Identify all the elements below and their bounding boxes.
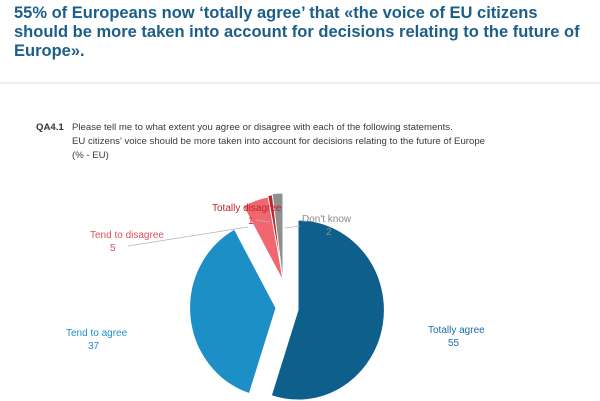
question-text: Please tell me to what extent you agree … (72, 122, 453, 133)
leader-line-don-t-know (284, 225, 301, 229)
slice-value-totally-disagree: 1 (248, 216, 254, 227)
leader-line-tend-to-disagree (127, 226, 249, 247)
question-block: QA4.1 Please tell me to what extent you a… (36, 121, 576, 163)
pie-slice-tend-to-agree (189, 228, 277, 395)
headline: 55% of Europeans now ‘totally agree’ tha… (14, 4, 580, 60)
slice-value-tend-to-disagree: 5 (110, 243, 116, 254)
slice-label-totally-disagree: Totally disagree (212, 203, 282, 214)
slice-label-don-t-know: Don't know (302, 214, 352, 225)
divider (0, 82, 600, 84)
slice-label-tend-to-disagree: Tend to disagree (90, 230, 164, 241)
question-code: QA4.1 (36, 122, 64, 133)
slice-value-totally-agree: 55 (448, 338, 460, 349)
slice-value-don-t-know: 2 (326, 227, 332, 238)
slice-label-totally-agree: Totally agree (428, 325, 485, 336)
pie-slice-totally-agree (270, 219, 385, 401)
slice-value-tend-to-agree: 37 (88, 341, 100, 352)
leader-line-totally-disagree (255, 219, 271, 223)
pie-slice-don-t-know (271, 192, 284, 284)
question-unit: (% - EU) (72, 150, 109, 161)
question-line-1: QA4.1 Please tell me to what extent you a… (36, 121, 576, 135)
slice-label-tend-to-agree: Tend to agree (66, 328, 128, 339)
question-statement: EU citizens' voice should be more taken … (72, 136, 485, 147)
